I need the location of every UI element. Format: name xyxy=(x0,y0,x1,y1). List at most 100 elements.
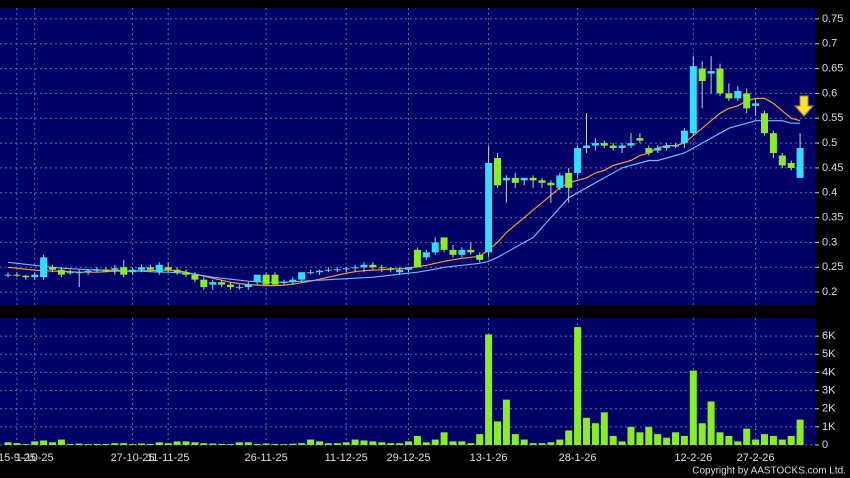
candle-body xyxy=(333,269,341,271)
moving-average-line xyxy=(7,120,801,283)
candle-body xyxy=(66,272,74,274)
y-tick-label: 0.7 xyxy=(822,38,837,50)
candle-body xyxy=(155,264,163,273)
volume-bar xyxy=(253,443,261,445)
y-tick-label: 0.75 xyxy=(822,13,843,25)
volume-bar xyxy=(413,435,421,445)
y-tick-label: 0.2 xyxy=(822,286,837,298)
candle-body xyxy=(761,113,768,134)
candle-body xyxy=(218,282,226,285)
candle-body xyxy=(369,264,377,268)
candle-body xyxy=(209,282,217,285)
volume-bar xyxy=(467,443,475,445)
volume-bar xyxy=(155,442,163,445)
volume-bar xyxy=(191,442,199,445)
candle-body xyxy=(378,267,386,269)
candle-body xyxy=(716,68,724,94)
volume-bar xyxy=(13,443,21,445)
y-tick-label: 4K xyxy=(822,366,836,378)
candle-body xyxy=(200,279,208,288)
volume-bar xyxy=(422,442,430,445)
candle-body xyxy=(680,130,688,144)
candle-body xyxy=(405,267,412,270)
candle-body xyxy=(689,66,697,134)
volume-bar xyxy=(787,435,795,445)
volume-bar xyxy=(547,442,555,445)
candle-body xyxy=(173,269,181,273)
volume-bar xyxy=(49,442,56,445)
candle-body xyxy=(547,182,555,186)
volume-bar xyxy=(458,441,466,445)
x-tick-label: 27-10-25 xyxy=(111,452,155,464)
volume-bar xyxy=(538,443,546,445)
candle-body xyxy=(31,274,39,278)
candle-body xyxy=(129,269,137,273)
volume-bar xyxy=(680,435,688,445)
volume-bar xyxy=(235,442,243,445)
volume-bar xyxy=(342,442,350,445)
y-tick-label: 2K xyxy=(822,403,836,415)
candle-body xyxy=(574,148,582,173)
candle-body xyxy=(565,172,573,188)
volume-bar xyxy=(743,428,751,445)
candle-body xyxy=(138,267,145,270)
candle-body xyxy=(502,177,510,181)
candle-body xyxy=(600,143,608,146)
candle-body xyxy=(235,287,243,289)
volume-bar xyxy=(182,441,190,445)
x-tick-label: 11-11-25 xyxy=(147,452,189,464)
volume-bar xyxy=(502,399,510,445)
y-tick-label: 0.45 xyxy=(822,162,843,174)
volume-bar xyxy=(796,419,804,445)
candle-body xyxy=(725,93,733,99)
volume-bar xyxy=(645,426,653,445)
candle-body xyxy=(707,71,715,74)
candle-body xyxy=(413,249,421,268)
volume-bar xyxy=(218,443,226,445)
volume-bar xyxy=(583,417,590,445)
volume-bar xyxy=(307,439,315,445)
volume-bar xyxy=(529,443,537,445)
volume-bar xyxy=(102,443,110,445)
volume-bar xyxy=(84,444,92,445)
y-tick-label: 0.5 xyxy=(822,137,837,149)
candle-body xyxy=(654,148,662,151)
volume-bar xyxy=(494,421,501,445)
candle-body xyxy=(752,103,760,106)
y-tick-label: 0 xyxy=(822,439,828,451)
volume-bar xyxy=(93,443,101,445)
candle-body xyxy=(324,269,332,271)
volume-bar xyxy=(485,334,493,445)
volume-bar xyxy=(476,434,484,445)
volume-bar xyxy=(378,442,386,445)
candle-body xyxy=(431,242,439,253)
volume-bar xyxy=(164,443,172,445)
volume-bar xyxy=(120,443,128,445)
volume-bar xyxy=(396,443,404,445)
candle-body xyxy=(307,272,315,274)
candle-body xyxy=(280,282,288,284)
candle-body xyxy=(146,267,154,270)
candle-body xyxy=(102,269,110,272)
candle-body xyxy=(494,157,501,186)
candle-body xyxy=(787,162,795,168)
volume-bar xyxy=(636,432,644,445)
candle-body xyxy=(271,274,279,285)
candle-body xyxy=(316,270,323,273)
volume-bar xyxy=(280,444,288,445)
volume-bar xyxy=(387,443,395,445)
candle-body xyxy=(556,175,564,188)
volume-bar xyxy=(262,443,270,445)
candle-body xyxy=(75,272,83,274)
volume-bar xyxy=(769,435,777,445)
volume-bar xyxy=(289,443,297,445)
candle-body xyxy=(734,90,742,99)
volume-bar xyxy=(556,439,564,445)
candle-body xyxy=(298,272,306,280)
y-tick-label: 3K xyxy=(822,384,836,396)
volume-bar xyxy=(654,434,662,445)
volume-bar xyxy=(698,423,706,445)
candle-body xyxy=(769,133,777,154)
volume-bar xyxy=(716,432,724,445)
